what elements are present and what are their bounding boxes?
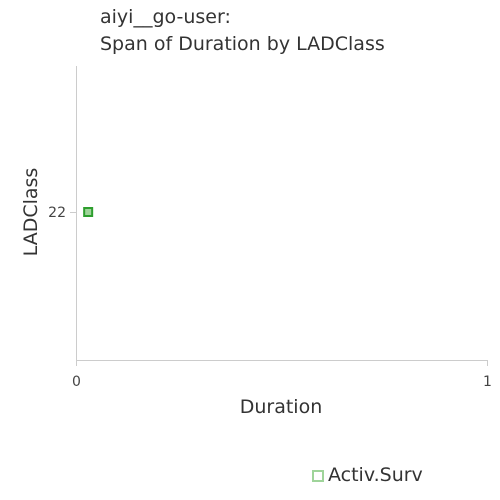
x-axis-title: Duration bbox=[240, 396, 323, 418]
x-tick-label: 0 bbox=[72, 374, 81, 390]
legend: Activ.Surv bbox=[312, 466, 423, 485]
x-tick-label: 1 bbox=[483, 374, 492, 390]
y-tick-label: 22 bbox=[48, 205, 66, 221]
legend-swatch bbox=[312, 469, 324, 482]
legend-label: Activ.Surv bbox=[328, 464, 423, 486]
chart-title-line-2: Span of Duration by LADClass bbox=[100, 33, 385, 55]
y-axis-title: LADClass bbox=[20, 168, 42, 257]
y-ticks: 22 bbox=[48, 205, 76, 221]
data-points bbox=[83, 207, 94, 217]
data-point bbox=[83, 207, 94, 217]
chart-title-line-1: aiyi__go-user: bbox=[100, 6, 231, 28]
